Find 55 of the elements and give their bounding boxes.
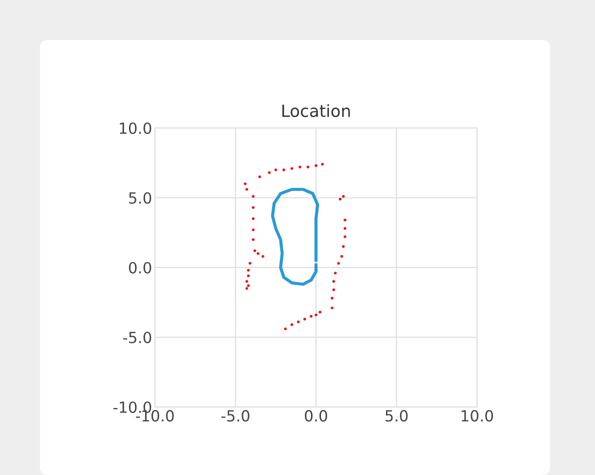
point xyxy=(246,284,250,288)
point xyxy=(342,194,345,198)
point xyxy=(332,288,336,292)
point xyxy=(290,323,294,326)
point xyxy=(298,166,302,168)
point xyxy=(330,306,334,310)
point xyxy=(306,166,310,168)
point xyxy=(252,194,255,198)
point xyxy=(284,327,287,330)
point xyxy=(253,249,256,252)
x-tick-label: -5.0 xyxy=(221,410,250,422)
point xyxy=(245,280,248,283)
point xyxy=(245,188,248,191)
point xyxy=(314,314,318,316)
point xyxy=(342,245,345,248)
point xyxy=(258,175,262,178)
point xyxy=(314,164,318,168)
point xyxy=(290,167,294,170)
x-tick-label: 10.0 xyxy=(462,410,493,422)
point xyxy=(261,254,264,258)
point xyxy=(318,310,322,314)
point xyxy=(330,296,334,300)
point xyxy=(321,162,324,166)
line-series xyxy=(271,188,320,286)
point xyxy=(337,262,340,265)
point xyxy=(244,182,247,186)
point xyxy=(248,262,252,265)
point xyxy=(246,268,250,272)
point xyxy=(282,168,286,172)
point xyxy=(256,252,260,255)
chart-title: Location xyxy=(282,104,350,118)
point xyxy=(296,320,300,324)
x-tick-label: 0.0 xyxy=(304,410,328,422)
x-tick-label: 5.0 xyxy=(386,410,408,422)
y-tick-label: -5.0 xyxy=(123,332,152,344)
point xyxy=(252,206,255,209)
point xyxy=(252,238,255,241)
point xyxy=(310,314,313,318)
point xyxy=(344,227,346,230)
point xyxy=(344,218,346,222)
point xyxy=(252,228,255,232)
point xyxy=(334,272,337,274)
point xyxy=(344,235,346,238)
point xyxy=(274,168,278,172)
point xyxy=(338,198,342,201)
point xyxy=(332,280,336,283)
point xyxy=(303,318,306,321)
y-tick-label: 0.0 xyxy=(128,262,152,274)
y-tick-label: 5.0 xyxy=(129,192,152,204)
point xyxy=(252,217,255,220)
point xyxy=(268,171,271,174)
point xyxy=(340,254,344,258)
point xyxy=(245,287,248,290)
y-tick-label: 10.0 xyxy=(120,122,152,134)
point xyxy=(246,274,250,278)
